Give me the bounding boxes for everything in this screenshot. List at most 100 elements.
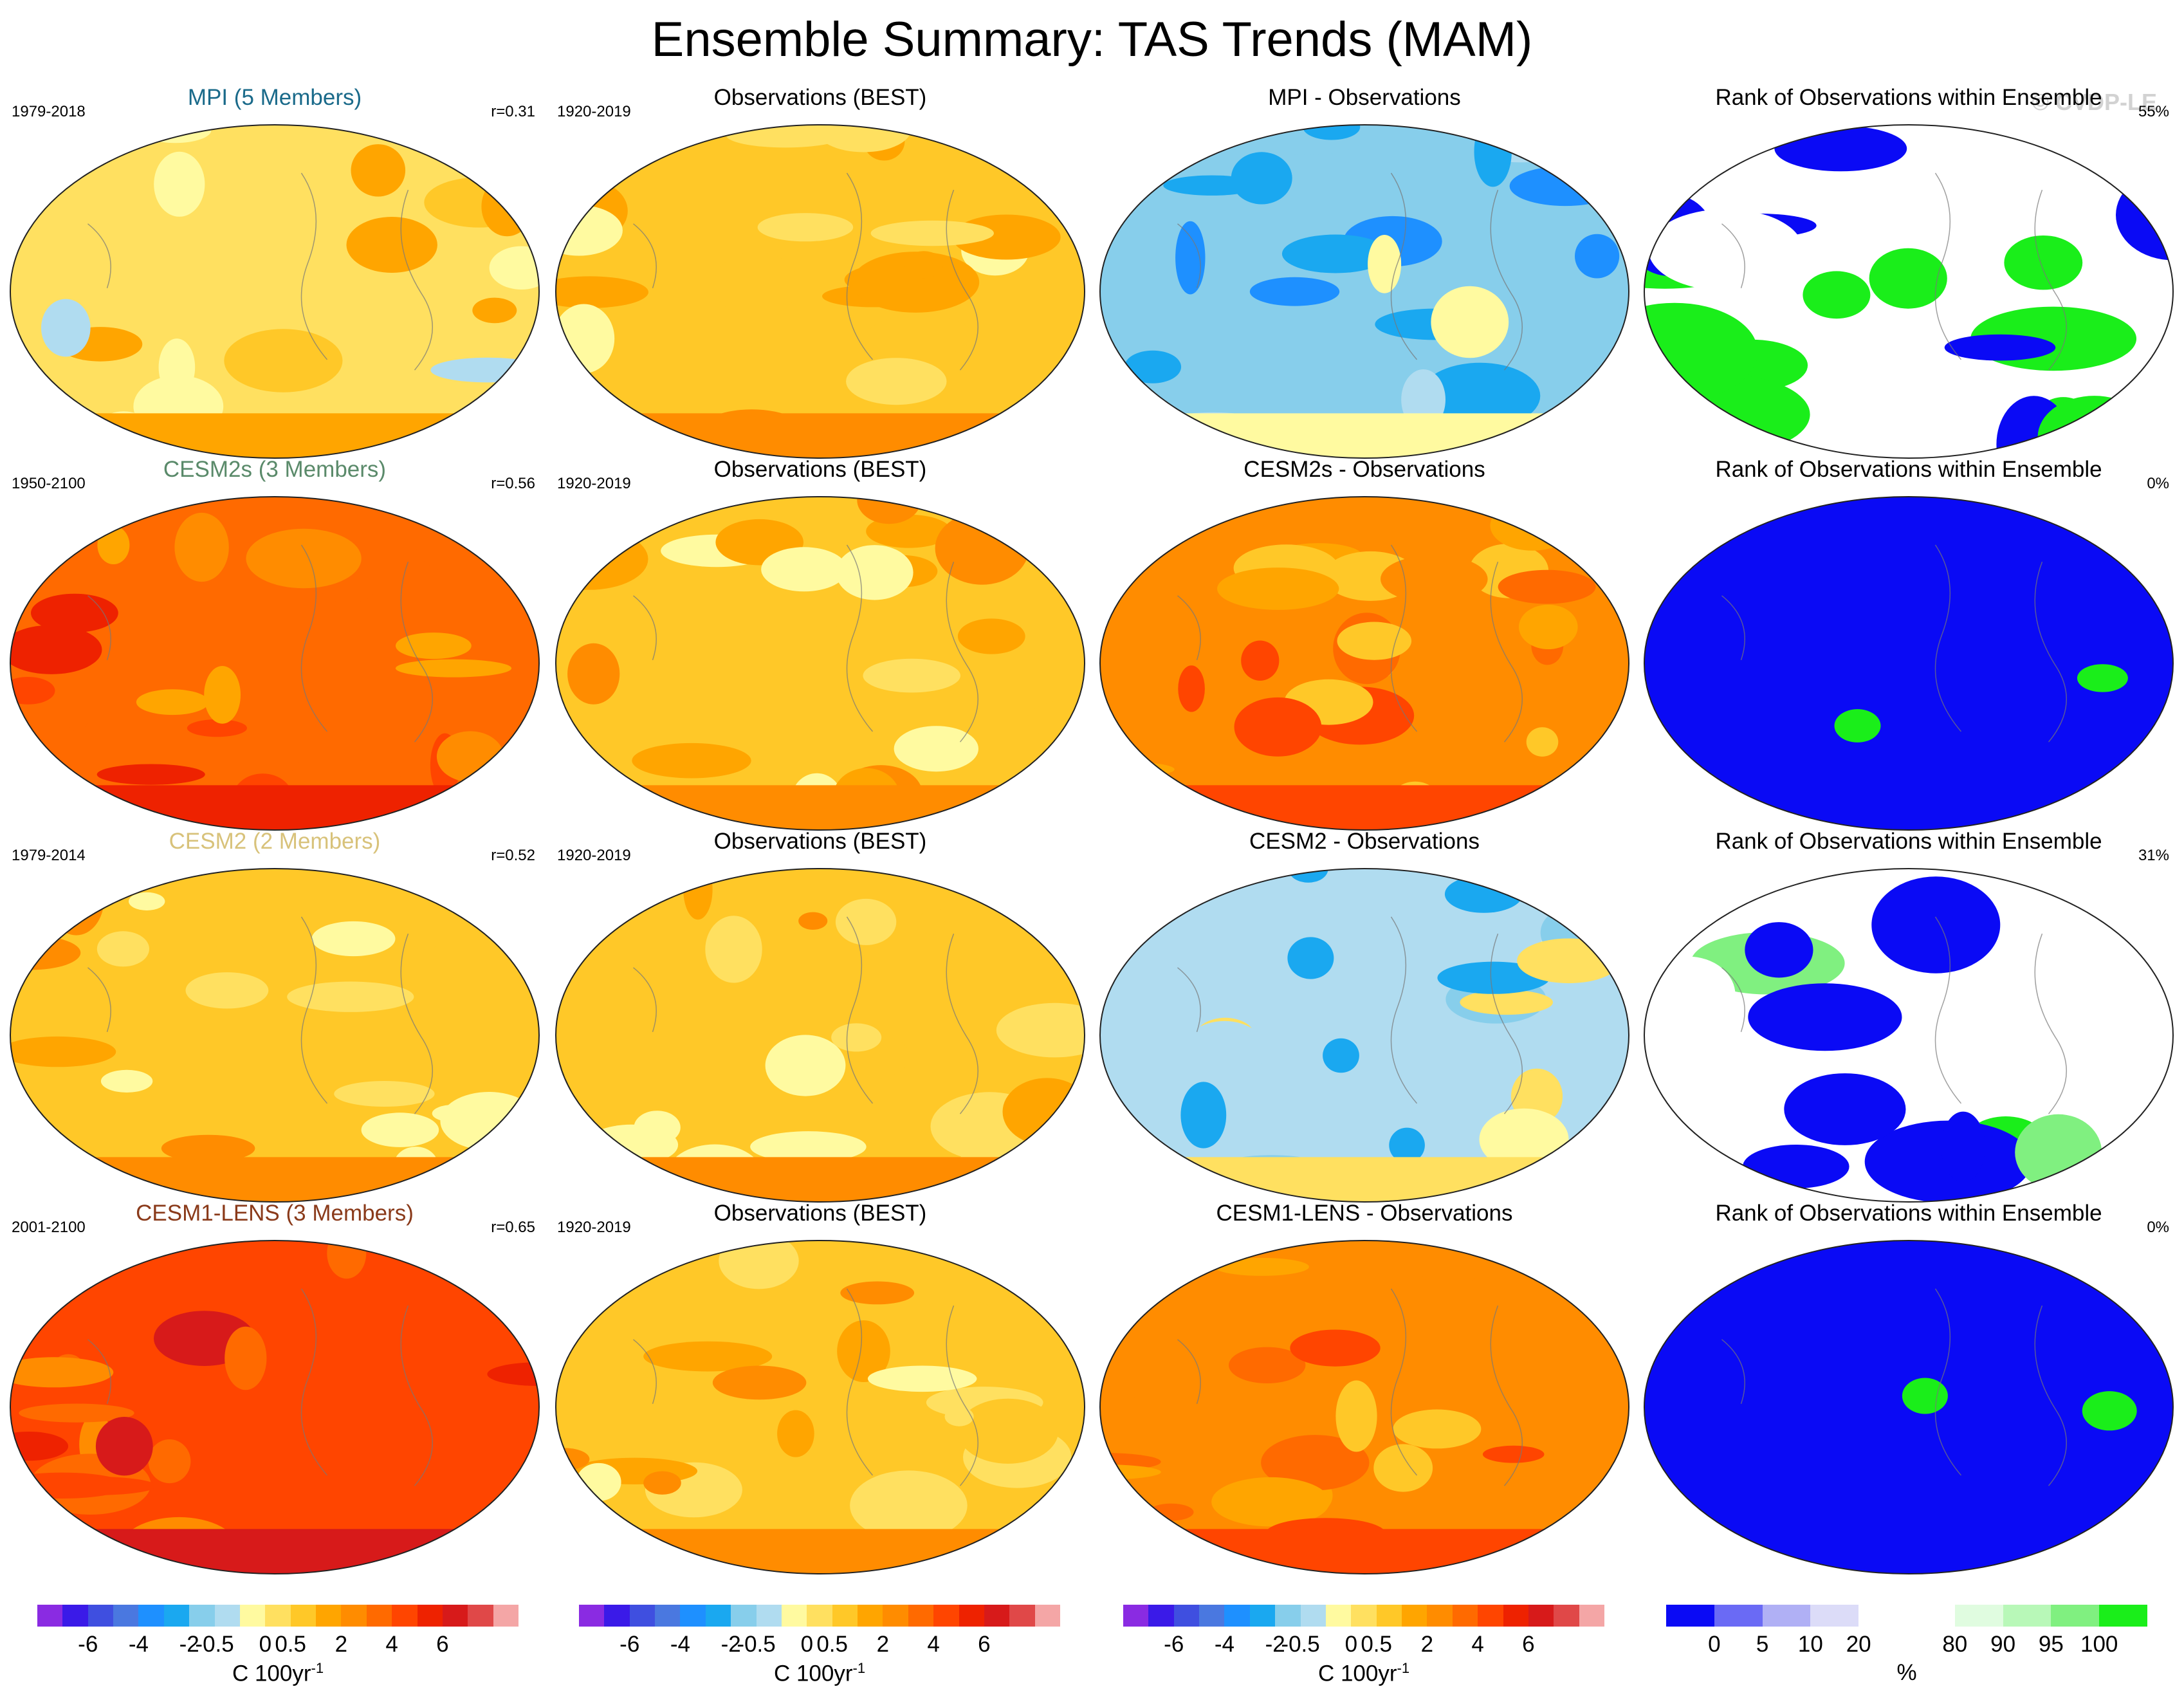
colorbar-cell: [1199, 1605, 1225, 1627]
map-region: [1381, 555, 1488, 604]
colorbar-cell: [1554, 1605, 1580, 1627]
coastline: [87, 544, 433, 743]
map-region: [19, 1241, 71, 1308]
colorbar-cell: [1325, 1605, 1352, 1627]
map-region: [1178, 665, 1205, 712]
colorbar-cell: [1452, 1605, 1478, 1627]
obs-trend-colorbar: [579, 1605, 1061, 1627]
antarctica-band: [10, 1529, 539, 1574]
antarctica-band: [1100, 1157, 1629, 1202]
coastline: [633, 544, 978, 743]
colorbar-cell: [265, 1605, 291, 1627]
rank-panel-title: Rank of Observations within Ensemble: [1715, 829, 2102, 854]
map-region: [10, 1506, 59, 1574]
map-region: [1151, 1544, 1180, 1560]
map-region: [1784, 1073, 1906, 1145]
map-region: [683, 869, 713, 920]
rank-percent: 31%: [2138, 847, 2169, 864]
map-region: [761, 547, 847, 592]
pattern-correlation: r=0.65: [491, 1219, 535, 1236]
obs-map: [555, 1240, 1085, 1574]
obs-map: [555, 124, 1085, 459]
map-region: [910, 874, 1010, 895]
map-region: [161, 1134, 255, 1162]
map-region: [867, 1365, 977, 1392]
trend-period: 1920-2019: [557, 475, 631, 492]
obs-panel-title: Observations (BEST): [713, 85, 927, 110]
colorbar-cell: [959, 1605, 985, 1627]
colorbar-cell: [1249, 1605, 1276, 1627]
map-region: [846, 358, 947, 405]
colorbar-tick-label: 0.5: [275, 1632, 306, 1657]
map-region: [2015, 1114, 2102, 1191]
map-outline: [1644, 496, 2174, 831]
colorbar-cell: [189, 1605, 216, 1627]
map-region: [1869, 248, 1947, 309]
map-region: [632, 743, 751, 779]
colorbar-unit-text: C 100yr: [773, 1661, 853, 1686]
map-region: [334, 1081, 435, 1107]
coastline: [633, 1288, 978, 1486]
map-region: [739, 623, 856, 648]
obs-map: [555, 868, 1085, 1203]
map-region: [1474, 125, 1512, 187]
map-region: [1563, 1093, 1629, 1112]
map-region: [1288, 869, 1328, 883]
colorbar-unit: C 100yr-1: [579, 1660, 1060, 1687]
map-region: [88, 1556, 155, 1574]
colorbar-unit-text: %: [1896, 1660, 1917, 1685]
coastline: [1721, 1288, 2067, 1486]
rank-percent: 55%: [2138, 103, 2169, 120]
map-region: [1214, 1257, 1309, 1276]
map-region: [1871, 876, 2001, 974]
trend-period: 1920-2019: [557, 847, 631, 864]
map-region: [443, 430, 539, 456]
colorbar-cell: [493, 1605, 519, 1627]
map-region: [1027, 869, 1062, 911]
map-region: [837, 1320, 890, 1382]
map-region: [10, 625, 102, 674]
map-region: [10, 1036, 116, 1067]
coastline: [87, 916, 433, 1114]
map-region: [556, 354, 571, 383]
diff-map: [1099, 868, 1629, 1203]
map-region: [225, 1326, 267, 1390]
map-region: [1524, 1241, 1589, 1252]
antarctica-band: [1100, 413, 1629, 458]
map-region: [835, 898, 897, 945]
colorbar-unit: C 100yr-1: [1123, 1660, 1604, 1687]
map-region: [815, 125, 912, 152]
colorbar-cell: [858, 1605, 883, 1627]
map-region: [139, 125, 212, 143]
map-region: [245, 208, 329, 225]
colorbar-tick-label: 0: [1344, 1632, 1358, 1657]
map-region: [712, 1365, 807, 1400]
map-region: [1100, 1464, 1161, 1480]
colorbar-tick-label: 95: [2038, 1632, 2064, 1657]
map-region: [246, 528, 362, 589]
colorbar-cell: [1034, 1605, 1061, 1627]
colorbar-tick-label: 0: [259, 1632, 272, 1657]
coastline: [1177, 544, 1523, 743]
colorbar-cell: [1402, 1605, 1427, 1627]
colorbar-cell: [1427, 1605, 1453, 1627]
map-outline: [555, 124, 1085, 459]
model-map: [10, 1240, 540, 1574]
colorbar-cell: [1009, 1605, 1036, 1627]
colorbar-tick-label: 2: [1420, 1632, 1434, 1657]
colorbar-unit-exponent: -1: [311, 1660, 324, 1676]
map-region: [894, 726, 978, 772]
colorbar-tick-label: -0.5: [1281, 1632, 1320, 1657]
colorbar-cell: [579, 1605, 605, 1627]
map-region: [204, 666, 241, 724]
colorbar-cell: [1351, 1605, 1377, 1627]
diff-map: [1099, 496, 1629, 831]
trend-period: 1979-2018: [12, 103, 86, 120]
rank-map: [1644, 868, 2174, 1203]
obs-map: [555, 496, 1085, 831]
diff-panel-title: CESM2 - Observations: [1249, 829, 1480, 854]
map-region: [158, 338, 196, 396]
colorbar-cell: [807, 1605, 833, 1627]
map-region: [567, 643, 620, 705]
model-map: [10, 868, 540, 1203]
